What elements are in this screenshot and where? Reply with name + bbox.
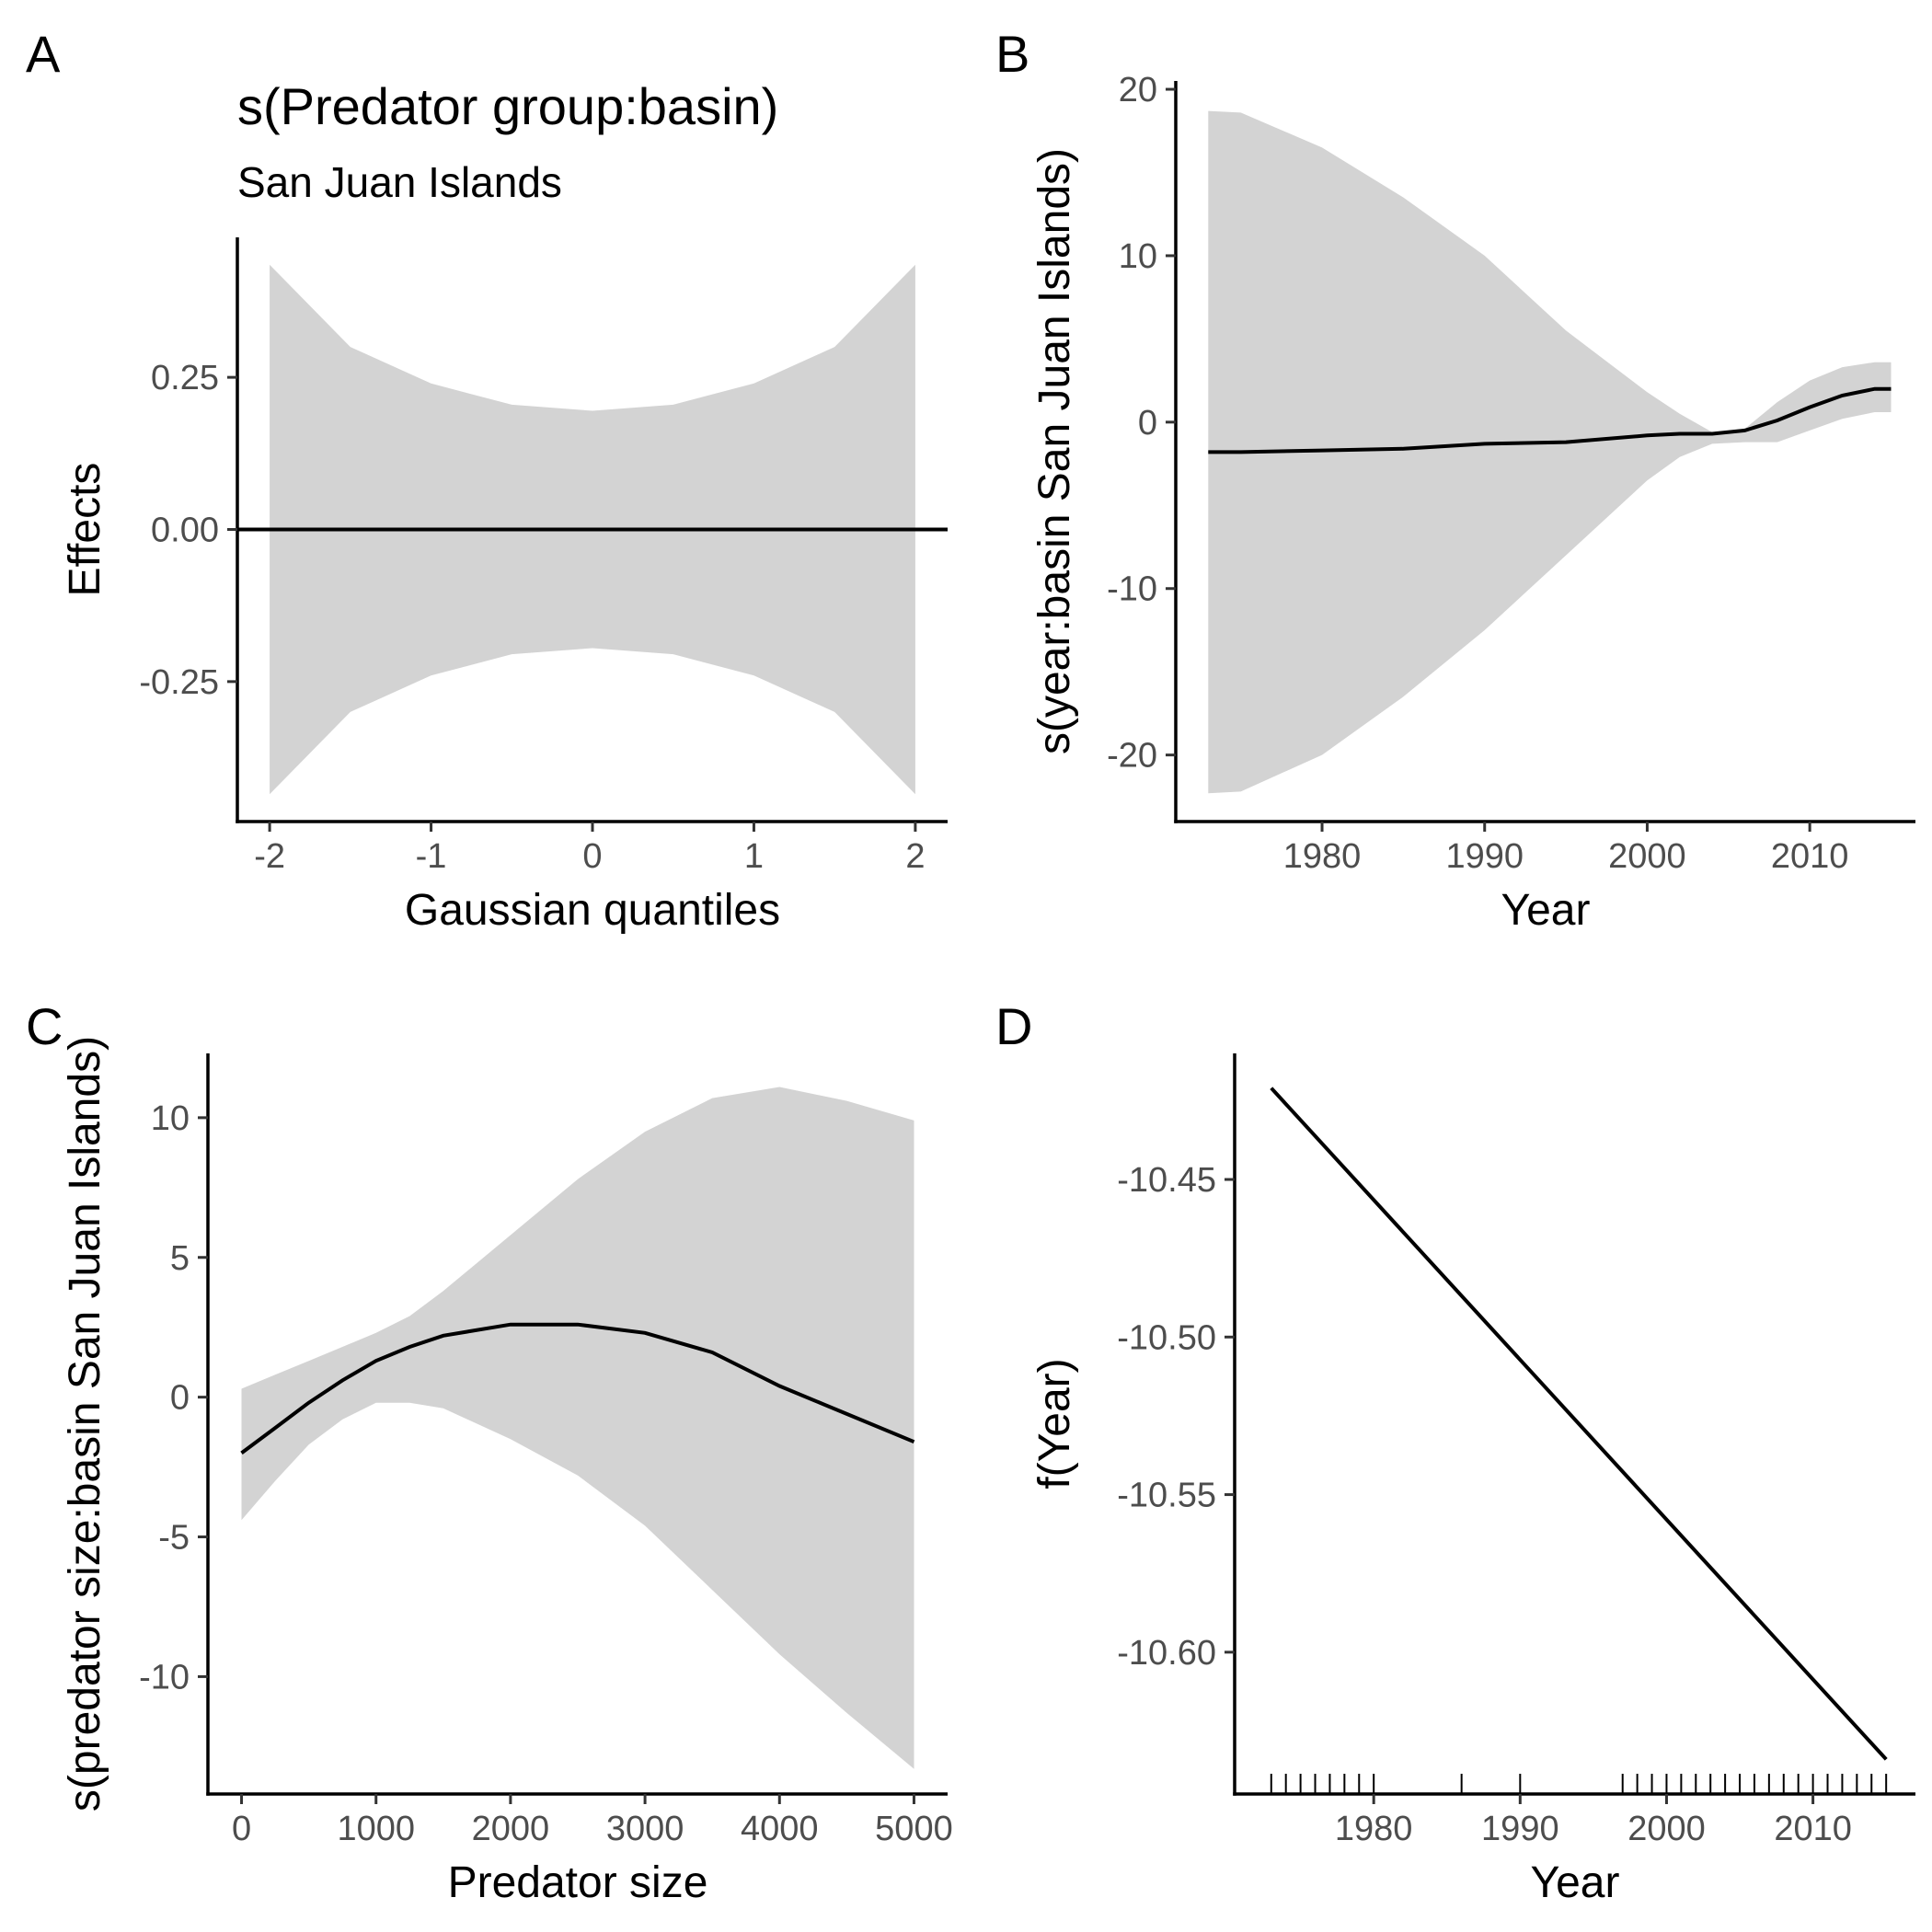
y-tick-label: -10 — [1107, 570, 1157, 609]
x-tick-label: 1 — [744, 837, 764, 876]
panel-letter-b: B — [995, 25, 1029, 83]
y-tick-label: -10.60 — [1117, 1634, 1216, 1673]
x-tick-label: 1990 — [1445, 837, 1524, 876]
panel-b: 1980 1990 2000 2010 -20 -10 0 10 20 Year s(year:ba… — [1030, 71, 1915, 935]
y-tick-label: 5 — [170, 1239, 190, 1278]
x-tick-label: 4000 — [741, 1810, 819, 1848]
x-tick-label: 1000 — [337, 1810, 415, 1848]
x-axis-title: Year — [1531, 1858, 1620, 1907]
y-axis-title: Effects — [61, 463, 109, 597]
y-tick-label: -5 — [158, 1519, 190, 1558]
x-tick-label: -2 — [254, 837, 285, 876]
panel-letter-c: C — [26, 997, 63, 1055]
x-tick-label: 5000 — [875, 1810, 953, 1848]
x-tick-label: 0 — [582, 837, 602, 876]
y-tick-label: 20 — [1119, 71, 1157, 109]
x-tick-label: 2000 — [1608, 837, 1686, 876]
x-tick-label: 2010 — [1774, 1810, 1852, 1848]
y-axis-title: s(year:basin San Juan Islands) — [1030, 148, 1079, 754]
y-tick-label: 0 — [1138, 404, 1157, 443]
y-tick-label: 0.25 — [151, 359, 219, 397]
panel-d: 1980 1990 2000 2010 -10.60 -10.55 -10.50 -10.45… — [1030, 1053, 1915, 1907]
x-tick-label: 2 — [905, 837, 925, 876]
x-tick-label: 1990 — [1481, 1810, 1559, 1848]
panel-c: 0 1000 2000 3000 4000 5000 -10 -5 0 5 10 Predator s… — [61, 1036, 953, 1907]
x-axis-title: Gaussian quantiles — [405, 886, 780, 935]
panel-a: s(Predator group:basin) San Juan Islands -… — [61, 77, 948, 935]
fitted-line — [240, 1322, 915, 1455]
y-tick-label: 10 — [151, 1099, 190, 1138]
x-tick-label: 2000 — [1627, 1810, 1706, 1848]
x-tick-label: 1980 — [1335, 1810, 1413, 1848]
panel-letter-d: D — [995, 997, 1032, 1055]
y-tick-label: -10.55 — [1117, 1477, 1216, 1515]
y-tick-label: -20 — [1107, 737, 1157, 776]
y-tick-label: -10.50 — [1117, 1318, 1216, 1357]
y-axis-title: f(Year) — [1030, 1358, 1079, 1489]
x-tick-label: 1980 — [1283, 837, 1362, 876]
x-tick-label: -1 — [416, 837, 447, 876]
x-axis-title: Predator size — [448, 1858, 708, 1907]
y-tick-label: 0.00 — [151, 512, 219, 550]
y-tick-label: 0 — [170, 1379, 190, 1418]
x-tick-label: 0 — [232, 1810, 251, 1848]
confidence-band — [1208, 110, 1892, 794]
y-tick-label: -10 — [139, 1658, 190, 1696]
confidence-band — [241, 1087, 914, 1769]
y-tick-label: 10 — [1119, 237, 1157, 276]
plot-subtitle: San Juan Islands — [237, 158, 562, 206]
fitted-line — [1208, 386, 1892, 454]
x-tick-label: 2010 — [1771, 837, 1849, 876]
x-axis-title: Year — [1501, 886, 1591, 935]
fitted-line — [1270, 1087, 1888, 1761]
y-tick-label: -10.45 — [1117, 1161, 1216, 1200]
panel-letter-a: A — [26, 25, 61, 83]
x-tick-label: 3000 — [606, 1810, 684, 1848]
y-tick-label: -0.25 — [139, 663, 219, 702]
plot-title: s(Predator group:basin) — [237, 77, 778, 135]
x-tick-label: 2000 — [472, 1810, 550, 1848]
y-axis-title: s(predator size:basin San Juan Islands) — [61, 1036, 109, 1811]
